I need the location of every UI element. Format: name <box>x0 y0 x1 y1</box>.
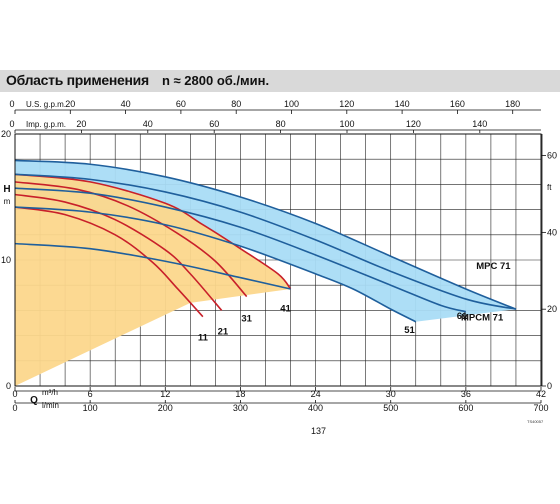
tick-label-usgpm: 100 <box>284 99 299 109</box>
x-unit-m3h: m³/h <box>42 388 58 397</box>
tick-label-usgpm: 160 <box>450 99 465 109</box>
curve-11 <box>14 206 204 318</box>
y-unit-m: m <box>4 197 11 206</box>
curve-label-11: 11 <box>198 333 209 344</box>
curve-61 <box>14 187 467 313</box>
tick-label-ft: 0 <box>547 381 552 391</box>
tick-label-usgpm: 60 <box>176 99 186 109</box>
tick-label-m3h: 6 <box>88 389 93 399</box>
tick-label-m3h: 36 <box>461 389 471 399</box>
curve-31 <box>14 181 248 298</box>
tick-label-lmin: 300 <box>233 403 248 413</box>
curve-label-31: 31 <box>241 314 252 325</box>
tick-label-m: 0 <box>6 381 11 391</box>
tick-label-m3h: 42 <box>536 389 546 399</box>
tick-label-m: 10 <box>1 255 11 265</box>
tick-label-usgpm: 20 <box>65 99 75 109</box>
tick-label-usgpm: 80 <box>231 99 241 109</box>
tick-label-impgpm: 0 <box>9 119 14 129</box>
tick-label-m: 20 <box>1 129 11 139</box>
curve-label-21: 21 <box>218 326 229 337</box>
curve-label-51: 51 <box>404 325 415 336</box>
tick-label-lmin: 100 <box>83 403 98 413</box>
curve-51 <box>14 206 417 323</box>
curve-unlabeled <box>14 242 291 290</box>
curve-label-mpc-71: MPC 71 <box>476 261 511 272</box>
tick-label-m3h: 0 <box>12 389 17 399</box>
tick-label-m3h: 18 <box>235 389 245 399</box>
tick-label-ft: 40 <box>547 227 557 237</box>
tick-label-impgpm: 40 <box>143 119 153 129</box>
tick-label-usgpm: 40 <box>121 99 131 109</box>
curve-labels: 11 21 31 41 51 61 MPC 71 MPCM 71 <box>198 261 511 344</box>
tick-label-usgpm: 0 <box>9 99 14 109</box>
curve-21 <box>14 193 223 311</box>
tick-label-m3h: 24 <box>311 389 321 399</box>
x-axis-label: Q <box>30 395 38 406</box>
tick-label-lmin: 0 <box>12 403 17 413</box>
tick-label-usgpm: 180 <box>505 99 520 109</box>
tick-label-impgpm: 100 <box>339 119 354 129</box>
curve-label-61: 61 <box>457 311 468 322</box>
tick-label-usgpm: 140 <box>395 99 410 109</box>
curve-mpc-71 <box>14 159 517 310</box>
tick-label-lmin: 700 <box>533 403 548 413</box>
performance-curves <box>14 159 517 323</box>
title-banner <box>0 70 560 92</box>
tick-label-m3h: 12 <box>160 389 170 399</box>
tick-label-ft: 60 <box>547 151 557 161</box>
tick-label-impgpm: 120 <box>406 119 421 129</box>
tick-label-lmin: 200 <box>158 403 173 413</box>
operating-regions <box>15 160 516 386</box>
curve-label-mpcm-71: MPCM 71 <box>461 312 504 323</box>
corner-mark: TS40057 <box>527 419 544 424</box>
page-number: 137 <box>311 426 327 436</box>
speed-label: n ≈ 2800 об./мин. <box>162 73 270 88</box>
plot-frame <box>14 133 542 387</box>
tick-label-usgpm: 120 <box>339 99 354 109</box>
chart-title: Область применения <box>6 72 149 88</box>
x-unit-lmin: l/min <box>42 401 59 410</box>
y-axis-label: H <box>3 184 10 195</box>
tick-label-impgpm: 20 <box>76 119 86 129</box>
x-unit-usgpm: U.S. g.p.m. <box>26 100 66 109</box>
curve-mpcm-71 <box>14 173 517 310</box>
region-mpcm-71 <box>15 174 291 386</box>
tick-label-impgpm: 60 <box>209 119 219 129</box>
tick-label-impgpm: 140 <box>472 119 487 129</box>
tick-label-lmin: 400 <box>308 403 323 413</box>
tick-label-m3h: 30 <box>386 389 396 399</box>
tick-label-lmin: 500 <box>383 403 398 413</box>
curve-label-41: 41 <box>280 304 291 315</box>
x-unit-impgpm: Imp. g.p.m. <box>26 120 66 129</box>
tick-label-impgpm: 80 <box>276 119 286 129</box>
tick-label-lmin: 600 <box>458 403 473 413</box>
tick-label-ft: 20 <box>547 304 557 314</box>
curve-41 <box>14 173 292 290</box>
y-unit-ft: ft <box>547 183 552 192</box>
plot-border <box>14 133 542 387</box>
